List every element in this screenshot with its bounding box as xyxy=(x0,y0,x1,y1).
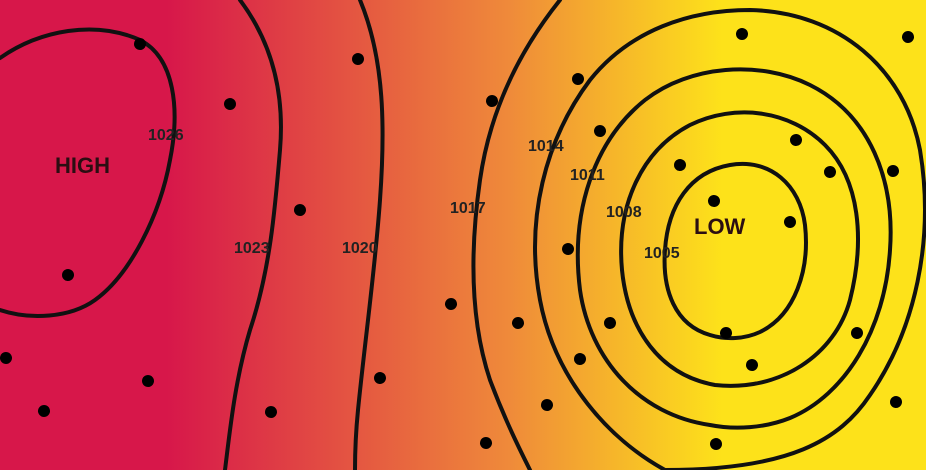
isobar-1011 xyxy=(575,67,893,430)
isobar-labels: 1026 1023 1020 1017 1014 1011 1008 1005 xyxy=(148,127,680,262)
isobar-label-1014: 1014 xyxy=(528,138,564,155)
high-pressure-label: HIGH xyxy=(55,153,110,178)
isobar-1017 xyxy=(471,0,562,470)
isobar-1008 xyxy=(619,110,860,388)
low-pressure-label: LOW xyxy=(694,214,746,239)
isobar-label-1017: 1017 xyxy=(450,200,486,217)
isobar-label-1005: 1005 xyxy=(644,245,680,262)
isobar-1026 xyxy=(0,27,177,318)
isobar-label-1026: 1026 xyxy=(148,127,184,144)
isobar-1023 xyxy=(223,0,283,470)
isobar-label-1023: 1023 xyxy=(234,240,270,257)
isobar-label-1008: 1008 xyxy=(606,204,642,221)
isobar-1005 xyxy=(662,161,808,341)
isobar-1014 xyxy=(533,8,926,470)
isobar-1020 xyxy=(353,0,385,470)
isobar-label-1011: 1011 xyxy=(570,167,605,184)
isobar-label-1020: 1020 xyxy=(342,240,378,257)
